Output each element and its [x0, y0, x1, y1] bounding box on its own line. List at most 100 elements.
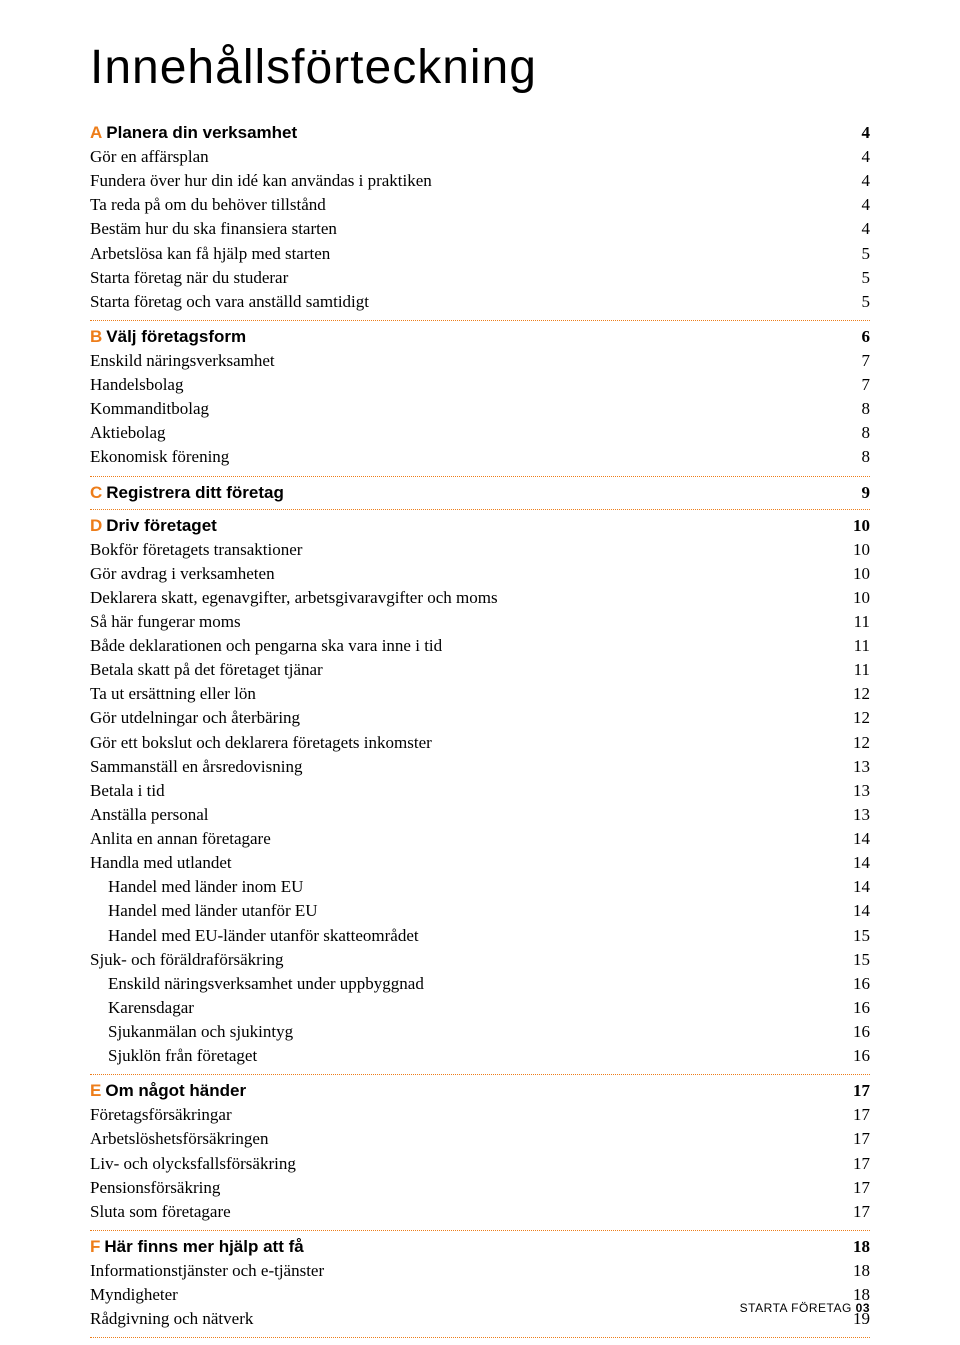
toc-row-page: 17 [844, 1176, 870, 1200]
toc-row-label: Myndigheter [90, 1283, 178, 1307]
toc-row-label: Starta företag och vara anställd samtidi… [90, 290, 369, 314]
section-divider [90, 1074, 870, 1075]
toc-row: Handel med EU-länder utanför skatteområd… [90, 924, 870, 948]
toc-section-letter: D [90, 516, 102, 535]
toc-row: Deklarera skatt, egenavgifter, arbetsgiv… [90, 586, 870, 610]
toc-row-page: 12 [844, 682, 870, 706]
toc-row-page: 10 [844, 586, 870, 610]
toc-row-page: 8 [844, 421, 870, 445]
toc-row: Ta reda på om du behöver tillstånd 4 [90, 193, 870, 217]
toc-row-label: Både deklarationen och pengarna ska vara… [90, 634, 442, 658]
toc-row: Starta företag när du studerar5 [90, 266, 870, 290]
toc-row-label: Gör avdrag i verksamheten [90, 562, 275, 586]
toc-row-page: 8 [844, 445, 870, 469]
toc-row: Informationstjänster och e-tjänster18 [90, 1259, 870, 1283]
toc-row: Gör avdrag i verksamheten 10 [90, 562, 870, 586]
toc-row-label: Ta ut ersättning eller lön [90, 682, 256, 706]
toc-section-title: FHär finns mer hjälp att få [90, 1237, 304, 1257]
toc-row-page: 4 [844, 145, 870, 169]
toc-row-label: Handla med utlandet [90, 851, 232, 875]
toc-row: Ekonomisk förening8 [90, 445, 870, 469]
toc-row-label: Ta reda på om du behöver tillstånd [90, 193, 326, 217]
toc-row: Handelsbolag7 [90, 373, 870, 397]
toc-row-page: 16 [844, 996, 870, 1020]
toc-row: Så här fungerar moms11 [90, 610, 870, 634]
toc-row-label: Betala i tid [90, 779, 165, 803]
toc-row: Sjuk- och föräldraförsäkring 15 [90, 948, 870, 972]
toc-row: Arbetslösa kan få hjälp med starten5 [90, 242, 870, 266]
toc-section-heading: DDriv företaget 10 [90, 516, 870, 536]
toc-row-page: 15 [844, 924, 870, 948]
toc-row-page: 10 [844, 562, 870, 586]
toc-section-title-text: Planera din verksamhet [106, 123, 297, 142]
toc-row-page: 11 [844, 658, 870, 682]
toc-row-label: Så här fungerar moms [90, 610, 241, 634]
toc-row-label: Gör utdelningar och återbäring [90, 706, 300, 730]
toc-row-label: Pensionsförsäkring [90, 1176, 220, 1200]
toc-row-page: 14 [844, 875, 870, 899]
toc-row-page: 13 [844, 755, 870, 779]
toc-section-title: DDriv företaget [90, 516, 217, 536]
toc-row-label: Sjuklön från företaget [90, 1044, 257, 1068]
toc-section-page: 10 [844, 516, 870, 536]
page-content: Innehållsförteckning APlanera din verksa… [0, 0, 960, 1338]
toc-row-label: Handel med länder utanför EU [90, 899, 318, 923]
section-divider [90, 1230, 870, 1231]
toc-section-page: 4 [844, 123, 870, 143]
toc-section-letter: A [90, 123, 102, 142]
toc-row-page: 17 [844, 1200, 870, 1224]
toc-row-label: Gör en affärsplan [90, 145, 209, 169]
toc-row-label: Enskild näringsverksamhet under uppbyggn… [90, 972, 424, 996]
toc-section-title: APlanera din verksamhet [90, 123, 297, 143]
toc-row-label: Anlita en annan företagare [90, 827, 271, 851]
toc-row-label: Informationstjänster och e-tjänster [90, 1259, 324, 1283]
toc-row-label: Anställa personal [90, 803, 209, 827]
toc-row-page: 15 [844, 948, 870, 972]
toc-row-label: Aktiebolag [90, 421, 166, 445]
toc-row: Sluta som företagare17 [90, 1200, 870, 1224]
toc-row-page: 4 [844, 193, 870, 217]
toc-row: Gör ett bokslut och deklarera företagets… [90, 731, 870, 755]
toc-section-heading: BVälj företagsform6 [90, 327, 870, 347]
footer-page-number: 03 [856, 1301, 870, 1315]
toc-row-label: Enskild näringsverksamhet [90, 349, 275, 373]
toc-row: Betala skatt på det företaget tjänar11 [90, 658, 870, 682]
toc-row-label: Liv- och olycksfallsförsäkring [90, 1152, 296, 1176]
toc-row-label: Sammanställ en årsredovisning [90, 755, 302, 779]
toc-row: Handel med länder inom EU14 [90, 875, 870, 899]
toc-section-heading: FHär finns mer hjälp att få18 [90, 1237, 870, 1257]
toc-section-heading: EOm något händer17 [90, 1081, 870, 1101]
toc-row-label: Handel med EU-länder utanför skatteområd… [90, 924, 419, 948]
toc-row: Fundera över hur din idé kan användas i … [90, 169, 870, 193]
toc-row: Pensionsförsäkring 17 [90, 1176, 870, 1200]
toc-row: Bokför företagets transaktioner10 [90, 538, 870, 562]
toc-row-label: Karensdagar [90, 996, 194, 1020]
toc-row-label: Fundera över hur din idé kan användas i … [90, 169, 432, 193]
toc-row: Ta ut ersättning eller lön 12 [90, 682, 870, 706]
toc-row: Gör en affärsplan 4 [90, 145, 870, 169]
toc-row-page: 14 [844, 899, 870, 923]
toc-row-label: Deklarera skatt, egenavgifter, arbetsgiv… [90, 586, 498, 610]
toc-row-page: 17 [844, 1103, 870, 1127]
table-of-contents: APlanera din verksamhet4Gör en affärspla… [90, 123, 870, 1338]
toc-row-page: 13 [844, 803, 870, 827]
toc-row-page: 5 [844, 266, 870, 290]
toc-row-label: Kommanditbolag [90, 397, 209, 421]
toc-row: Handla med utlandet14 [90, 851, 870, 875]
toc-row-page: 7 [844, 349, 870, 373]
toc-section-letter: F [90, 1237, 100, 1256]
toc-section-title: EOm något händer [90, 1081, 246, 1101]
toc-section-heading: APlanera din verksamhet 4 [90, 123, 870, 143]
toc-section-letter: C [90, 483, 102, 502]
toc-row-label: Arbetslösa kan få hjälp med starten [90, 242, 330, 266]
toc-row: Bestäm hur du ska finansiera starten4 [90, 217, 870, 241]
toc-row: Kommanditbolag8 [90, 397, 870, 421]
toc-section-title-text: Välj företagsform [106, 327, 246, 346]
toc-section-title: BVälj företagsform [90, 327, 246, 347]
toc-row-label: Sjuk- och föräldraförsäkring [90, 948, 284, 972]
toc-row: Anlita en annan företagare 14 [90, 827, 870, 851]
toc-row-page: 14 [844, 827, 870, 851]
toc-row-page: 12 [844, 731, 870, 755]
toc-row-page: 12 [844, 706, 870, 730]
toc-row: Betala i tid13 [90, 779, 870, 803]
